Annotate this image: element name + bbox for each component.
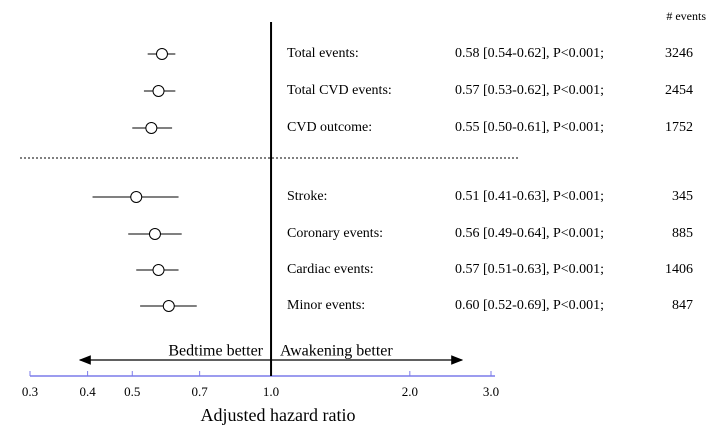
point-estimate [162, 300, 175, 312]
event-count: 3246 [665, 46, 693, 61]
value-label: 0.60 [0.52-0.69], P<0.001; [455, 298, 604, 313]
value-label: 0.56 [0.49-0.64], P<0.001; [455, 226, 604, 241]
row-label: Stroke: [287, 189, 327, 204]
x-axis-title: Adjusted hazard ratio [201, 405, 356, 425]
point-estimate [145, 122, 158, 134]
event-count: 885 [672, 226, 693, 241]
event-count: 345 [672, 189, 693, 204]
point-estimate [152, 264, 165, 276]
row-label: CVD outcome: [287, 120, 372, 135]
x-tick-label: 0.5 [124, 384, 140, 399]
x-tick-label: 2.0 [402, 384, 418, 399]
value-label: 0.55 [0.50-0.61], P<0.001; [455, 120, 604, 135]
row-label: Minor events: [287, 298, 365, 313]
point-estimate [148, 228, 161, 240]
events-header: # events [666, 9, 706, 23]
point-estimate [155, 48, 168, 60]
event-count: 847 [672, 298, 693, 313]
x-tick-label: 0.7 [192, 384, 209, 399]
x-tick-label: 1.0 [263, 384, 279, 399]
point-estimate [152, 85, 165, 97]
event-count: 1752 [665, 120, 693, 135]
row-label: Total events: [287, 46, 359, 61]
event-count: 1406 [665, 262, 693, 277]
row-label: Total CVD events: [287, 83, 392, 98]
value-label: 0.58 [0.54-0.62], P<0.001; [455, 46, 604, 61]
annotation: Bedtime better [168, 343, 263, 360]
x-tick-label: 0.3 [22, 384, 38, 399]
annotation: Awakening better [280, 343, 393, 360]
event-count: 2454 [665, 83, 693, 98]
row-label: Cardiac events: [287, 262, 374, 277]
value-label: 0.51 [0.41-0.63], P<0.001; [455, 189, 604, 204]
x-tick-label: 3.0 [483, 384, 499, 399]
value-label: 0.57 [0.51-0.63], P<0.001; [455, 262, 604, 277]
x-tick-label: 0.4 [79, 384, 96, 399]
point-estimate [130, 191, 143, 203]
row-label: Coronary events: [287, 226, 383, 241]
value-label: 0.57 [0.53-0.62], P<0.001; [455, 83, 604, 98]
